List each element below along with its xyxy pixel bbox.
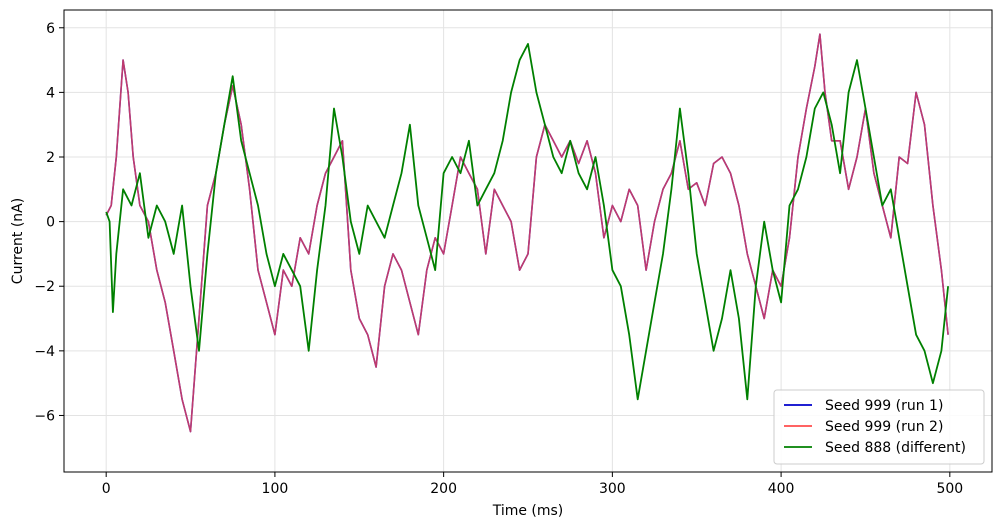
y-tick-label: 0 [46, 215, 55, 231]
legend-box [773, 389, 985, 465]
y-axis-ticks: −6 −4 −2 0 2 4 6 [34, 21, 64, 424]
plot-area-frame [63, 9, 993, 473]
legend-label: Seed 999 (run 2) [825, 419, 943, 435]
x-tick-label: 100 [262, 481, 289, 497]
x-tick-label: 0 [102, 481, 111, 497]
y-tick-label: 4 [46, 85, 55, 101]
y-tick-label: −2 [34, 279, 55, 295]
x-axis-ticks: 0 100 200 300 400 500 [102, 472, 963, 497]
legend-label: Seed 999 (run 1) [825, 398, 943, 414]
x-tick-label: 400 [768, 481, 795, 497]
legend-label: Seed 888 (different) [825, 440, 966, 456]
y-tick-label: 6 [46, 21, 55, 37]
y-tick-label: 2 [46, 150, 55, 166]
x-axis-label: Time (ms) [492, 503, 564, 519]
y-tick-label: −4 [34, 344, 55, 360]
legend: Seed 999 (run 1) Seed 999 (run 2) Seed 888… [773, 389, 985, 465]
y-axis-label: Current (nA) [10, 198, 26, 284]
x-tick-label: 200 [430, 481, 457, 497]
series-lines [105, 33, 949, 433]
x-tick-label: 300 [599, 481, 626, 497]
y-tick-label: −6 [34, 408, 55, 424]
series-line-3 [105, 43, 949, 401]
x-tick-label: 500 [936, 481, 963, 497]
